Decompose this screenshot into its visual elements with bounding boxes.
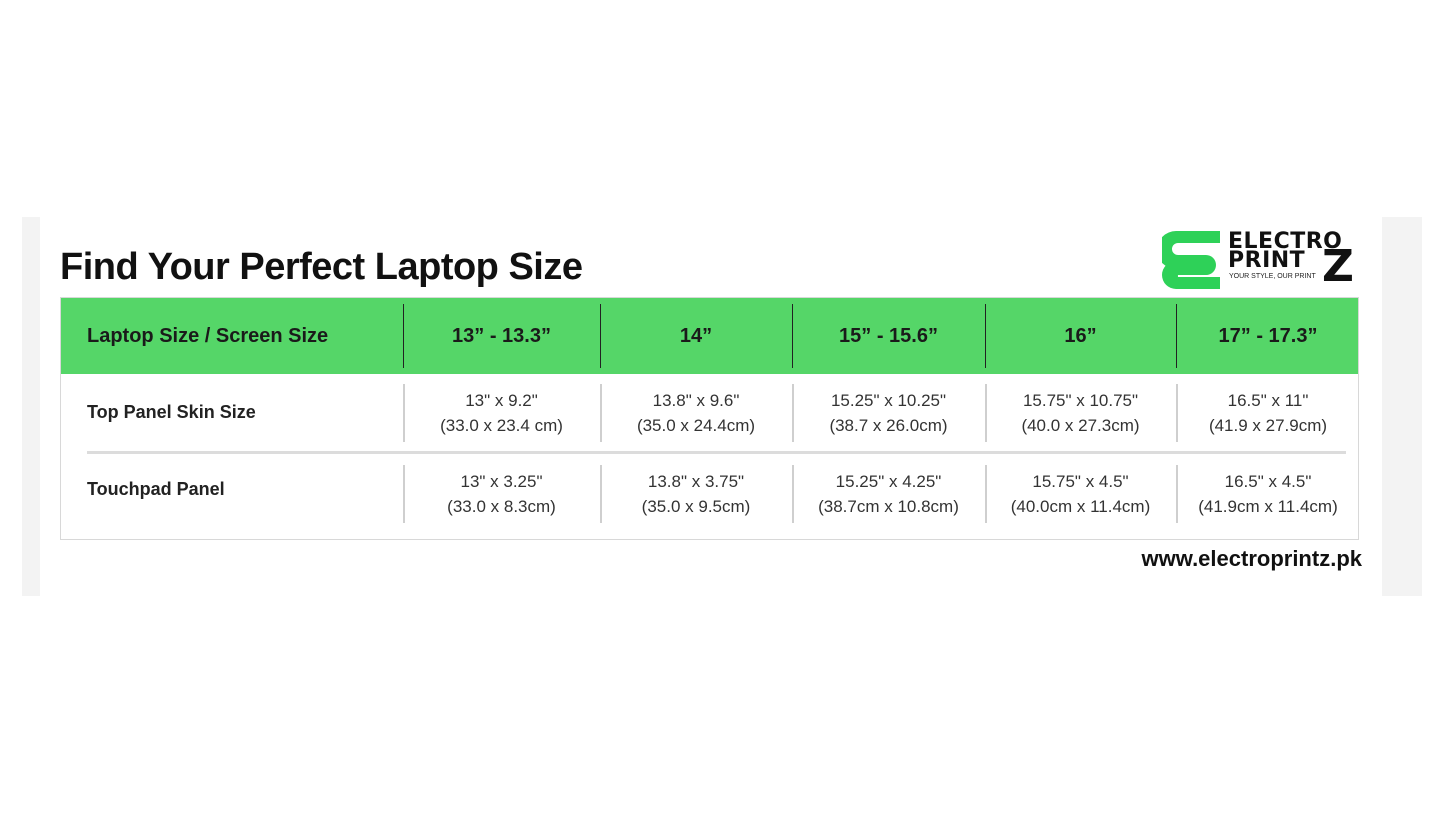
header-divider [985,304,986,368]
size-inches: 13.8" x 3.75" [647,472,745,491]
size-cm: (40.0cm x 11.4cm) [1010,497,1151,516]
row-label-touchpad: Touchpad Panel [87,479,225,499]
cell-divider [600,465,602,523]
cell-divider [792,384,794,442]
size-cm: (33.0 x 8.3cm) [447,497,556,516]
size-inches: 15.75" x 4.5" [1032,472,1129,491]
table-cell: 13.8" x 3.75" (35.0 x 9.5cm) [600,467,792,521]
logo-mark-icon [1162,231,1220,289]
size-inches: 16.5" x 11" [1227,391,1309,410]
header-divider [792,304,793,368]
electroprintz-logo: ELECTRO PRINT Z YOUR STYLE, OUR PRINT [1162,229,1362,291]
cell-divider [1176,384,1178,442]
size-cm: (38.7 x 26.0cm) [829,416,948,435]
size-cm: (41.9cm x 11.4cm) [1198,497,1338,516]
cell-divider [600,384,602,442]
page-title: Find Your Perfect Laptop Size [60,246,583,288]
size-cm: (40.0 x 27.3cm) [1021,416,1140,435]
size-cm: (38.7cm x 10.8cm) [818,497,959,516]
size-cm: (35.0 x 9.5cm) [641,497,751,516]
size-cm: (33.0 x 23.4 cm) [440,416,563,435]
logo-text-z: Z [1322,241,1354,292]
row-label-top-panel: Top Panel Skin Size [87,402,256,422]
table-cell: 15.25" x 4.25" (38.7cm x 10.8cm) [792,467,985,521]
size-inches: 15.25" x 10.25" [830,391,947,410]
row-divider [87,451,1346,454]
logo-text-electro: ELECTRO [1228,229,1343,254]
size-inches: 15.25" x 4.25" [835,472,942,491]
logo-tagline: YOUR STYLE, OUR PRINT [1229,273,1316,280]
cell-divider [985,465,987,523]
table-cell: 13" x 9.2" (33.0 x 23.4 cm) [403,386,600,440]
table-cell: 15.25" x 10.25" (38.7 x 26.0cm) [792,386,985,440]
size-inches: 16.5" x 4.5" [1224,472,1312,491]
header-cell-13: 13” - 13.3” [452,324,551,347]
table-header [61,298,1358,374]
table-cell: 16.5" x 11" (41.9 x 27.9cm) [1176,386,1360,440]
header-divider [600,304,601,368]
size-cm: (41.9 x 27.9cm) [1208,416,1328,435]
header-cell-label: Laptop Size / Screen Size [87,324,329,347]
size-table: Laptop Size / Screen Size 13” - 13.3” 14… [60,297,1359,540]
header-divider [403,304,404,368]
table-cell: 13" x 3.25" (33.0 x 8.3cm) [403,467,600,521]
size-inches: 13.8" x 9.6" [652,391,740,410]
table-cell: 15.75" x 10.75" (40.0 x 27.3cm) [985,386,1176,440]
table-cell: 16.5" x 4.5" (41.9cm x 11.4cm) [1176,467,1360,521]
cell-divider [403,465,405,523]
table-cell: 15.75" x 4.5" (40.0cm x 11.4cm) [985,467,1176,521]
header-cell-16: 16” [1064,324,1097,347]
size-inches: 15.75" x 10.75" [1022,391,1139,410]
header-cell-17: 17” - 17.3” [1218,324,1318,347]
header-cell-14: 14” [679,324,713,347]
website-url: www.electroprintz.pk [1141,546,1362,571]
logo-text-print: PRINT [1228,248,1306,273]
size-cm: (35.0 x 24.4cm) [636,416,756,435]
size-inches: 13" x 3.25" [460,472,543,491]
header-divider [1176,304,1177,368]
cell-divider [792,465,794,523]
header-cell-15: 15” - 15.6” [839,324,938,347]
cell-divider [403,384,405,442]
cell-divider [1176,465,1178,523]
table-cell: 13.8" x 9.6" (35.0 x 24.4cm) [600,386,792,440]
cell-divider [985,384,987,442]
size-inches: 13" x 9.2" [465,391,538,410]
